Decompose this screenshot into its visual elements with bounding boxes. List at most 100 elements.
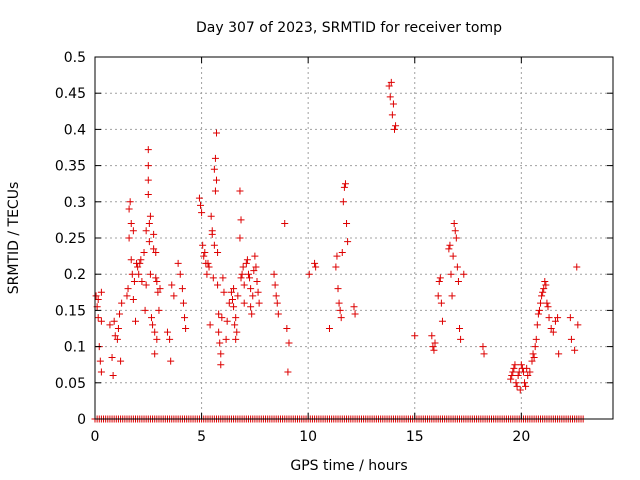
data-point (429, 343, 437, 351)
data-point (126, 198, 134, 206)
data-point (213, 176, 221, 184)
data-point (195, 194, 203, 202)
data-point (540, 285, 548, 293)
data-point (337, 314, 345, 322)
data-point (204, 259, 212, 267)
data-point (344, 238, 352, 246)
data-point (208, 227, 216, 235)
data-point (523, 364, 531, 372)
data-point (544, 303, 552, 311)
data-point (179, 299, 187, 307)
data-point (233, 328, 241, 336)
data-point (219, 274, 227, 282)
data-point (285, 339, 293, 347)
data-point (457, 335, 465, 343)
data-point (153, 277, 161, 285)
data-point (97, 288, 105, 296)
data-point (246, 274, 254, 282)
data-point (336, 306, 344, 314)
data-point (283, 325, 291, 332)
data-point (142, 281, 150, 289)
data-point (456, 325, 464, 332)
data-point (240, 299, 248, 307)
data-point (176, 270, 184, 278)
data-point (207, 212, 215, 220)
data-point (222, 335, 230, 343)
data-point (510, 364, 518, 372)
data-point (254, 288, 262, 296)
data-point (106, 321, 114, 329)
data-point (129, 227, 137, 235)
data-point (200, 252, 208, 260)
data-point (247, 285, 255, 293)
data-point (214, 248, 222, 256)
data-point (567, 335, 575, 343)
data-point (153, 335, 161, 343)
data-point (386, 93, 394, 101)
y-tick-label: 0 (77, 412, 86, 428)
data-point (387, 78, 395, 86)
data-point (145, 238, 153, 246)
data-point (509, 368, 517, 376)
data-point (334, 285, 342, 293)
chart-title: Day 307 of 2023, SRMTID for receiver tom… (196, 20, 502, 36)
data-point (325, 325, 333, 332)
data-point (272, 292, 280, 300)
data-point (197, 201, 205, 209)
data-point (541, 277, 549, 285)
data-point (214, 281, 222, 289)
data-point (182, 325, 190, 332)
data-point (311, 259, 319, 267)
data-point (521, 379, 529, 387)
data-point (113, 335, 121, 343)
data-point (236, 234, 244, 242)
data-point (522, 382, 530, 390)
data-point (343, 220, 351, 228)
data-point (223, 317, 231, 325)
data-point (539, 288, 547, 296)
y-tick-label: 0.15 (55, 303, 86, 319)
y-tick-label: 0.3 (64, 195, 86, 211)
data-point (566, 314, 574, 322)
data-point (237, 216, 245, 224)
data-point (109, 372, 117, 380)
data-point (144, 176, 152, 184)
data-point (388, 111, 396, 119)
data-point (341, 180, 349, 188)
data-point (351, 310, 359, 318)
data-point (124, 285, 132, 293)
data-point (168, 281, 176, 289)
data-point (480, 350, 488, 358)
data-point (512, 379, 520, 387)
data-point (166, 335, 174, 343)
data-point (438, 317, 446, 325)
data-point (270, 270, 278, 278)
data-point (248, 310, 256, 318)
data-point (137, 256, 145, 264)
data-point (350, 303, 358, 311)
data-point (228, 296, 236, 304)
data-point (448, 292, 456, 300)
data-point (215, 328, 223, 336)
data-point (445, 245, 453, 253)
data-point (108, 353, 116, 361)
data-point (134, 263, 142, 271)
data-point (547, 325, 555, 332)
data-point (127, 220, 135, 228)
data-point (573, 263, 581, 271)
data-point (151, 328, 159, 336)
y-tick-label: 0.25 (55, 231, 86, 247)
data-point (145, 220, 153, 228)
data-point (281, 220, 289, 228)
x-tick-label: 5 (197, 429, 206, 445)
data-point (519, 368, 527, 376)
data-point (178, 285, 186, 293)
data-point (551, 317, 559, 325)
y-axis-label: SRMTID / TECUs (6, 182, 22, 295)
data-point (154, 288, 162, 296)
data-point (205, 263, 213, 271)
data-point (206, 321, 214, 329)
data-point (141, 306, 149, 314)
data-point (220, 288, 228, 296)
data-point (524, 372, 532, 380)
